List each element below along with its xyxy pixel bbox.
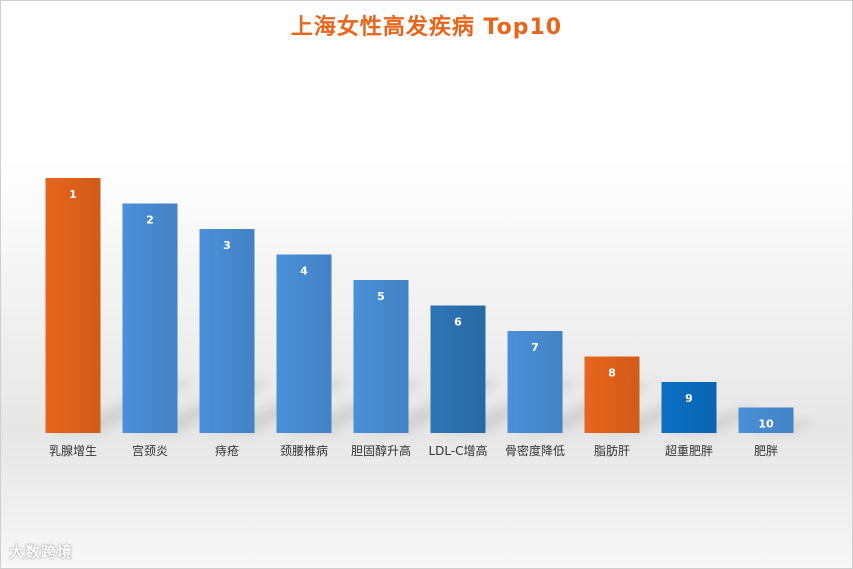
data-label: 5 [377,290,385,303]
bar-9 [661,382,717,433]
bar-8 [584,356,640,433]
bar-6 [430,305,486,433]
data-label: 10 [758,418,774,431]
bar-5 [353,280,409,433]
data-label: 7 [531,341,539,354]
category-label: 乳腺增生 [49,444,97,458]
category-label: 超重肥胖 [665,443,713,458]
data-label: 1 [69,188,77,201]
category-label: LDL-C增高 [428,443,487,458]
chart-title: 上海女性高发疾病 Top10 [290,15,563,40]
category-labels: 乳腺增生 宫颈炎 痔疮 颈腰椎病 胆固醇升高 LDL-C增高 骨密度降低 脂肪肝 超重肥胖 肥胖 [49,443,778,458]
bar-7 [507,331,563,433]
bar-2 [122,203,178,433]
bar-1 [45,178,101,433]
category-label: 宫颈炎 [132,443,168,458]
bar-10 [738,407,794,433]
bars [45,178,794,433]
data-label: 4 [300,265,308,278]
bar-3 [199,229,255,433]
category-label: 肥胖 [754,444,778,458]
data-label: 9 [685,392,693,405]
data-label: 8 [608,367,616,380]
data-label: 3 [223,239,231,252]
bar-labels: 1 2 3 4 5 6 7 8 9 10 [69,188,774,431]
category-label: 胆固醇升高 [351,443,411,458]
data-label: 6 [454,316,462,329]
category-label: 骨密度降低 [505,443,565,458]
bar-4 [276,254,332,433]
watermark: 大数跨境 [9,543,74,561]
data-label: 2 [146,214,154,227]
category-label: 脂肪肝 [594,443,630,458]
category-label: 颈腰椎病 [280,443,328,458]
category-label: 痔疮 [215,443,239,458]
